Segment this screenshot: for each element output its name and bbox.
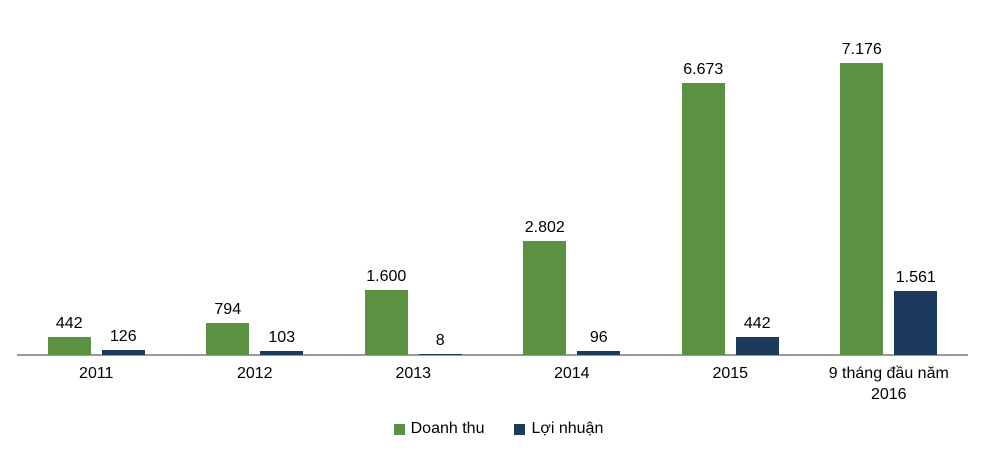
revenue-value-label: 442 <box>55 315 83 332</box>
legend-swatch-icon <box>393 423 405 435</box>
legend-label: Lợi nhuận <box>531 420 604 437</box>
profit-bar <box>418 353 462 355</box>
x-axis-label: 2015 <box>712 365 749 382</box>
profit-value-label: 442 <box>743 315 771 332</box>
revenue-bar <box>47 337 91 355</box>
revenue-bar <box>364 289 408 355</box>
revenue-value-label: 7.176 <box>841 41 882 58</box>
profit-bar <box>735 337 779 355</box>
legend: Doanh thu Lợi nhuận <box>0 421 997 437</box>
x-axis-label: 2012 <box>236 365 273 382</box>
x-axis-label: 2014 <box>553 365 590 382</box>
revenue-bar <box>206 322 250 355</box>
x-axis-line <box>17 354 968 356</box>
revenue-value-label: 6.673 <box>683 61 724 79</box>
x-axis-label: 2013 <box>395 365 432 382</box>
profit-value-label: 8 <box>435 331 445 349</box>
profit-value-label: 96 <box>589 329 608 347</box>
profit-bar <box>101 349 145 355</box>
legend-label: Doanh thu <box>410 420 485 437</box>
x-axis-label: 9 tháng đầu năm 2016 <box>828 365 949 403</box>
profit-bar <box>260 350 304 355</box>
profit-value-label: 103 <box>268 328 296 346</box>
revenue-value-label: 794 <box>214 300 242 318</box>
revenue-bar <box>523 240 567 355</box>
profit-value-label: 126 <box>109 327 137 345</box>
profit-value-label: 1.561 <box>895 269 936 287</box>
revenue-bar <box>681 83 725 355</box>
revenue-bar <box>840 63 884 355</box>
revenue-value-label: 2.802 <box>524 218 565 236</box>
x-axis-label: 2011 <box>79 365 114 382</box>
revenue-value-label: 1.600 <box>366 267 407 285</box>
legend-item-revenue: Doanh thu <box>393 420 485 437</box>
profit-bar <box>577 351 621 355</box>
legend-item-profit: Lợi nhuận <box>514 421 603 437</box>
legend-swatch-icon <box>514 423 526 435</box>
profit-bar <box>894 291 938 355</box>
